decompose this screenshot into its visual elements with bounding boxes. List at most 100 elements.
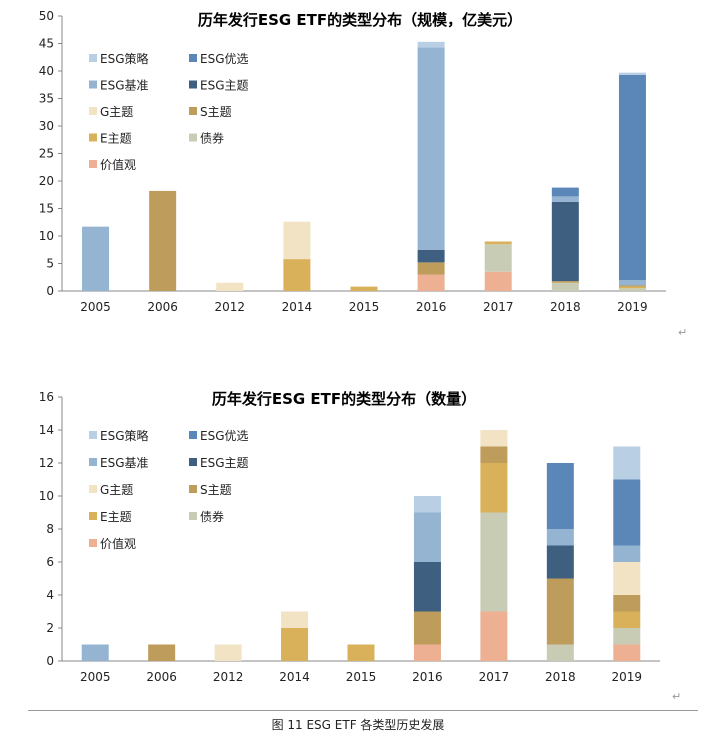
bar-segment <box>618 280 646 286</box>
legend-swatch <box>89 160 97 168</box>
count-chart: 历年发行ESG ETF的类型分布（数量） 0 2 4 6 8 10 12 14 16 2005 200… <box>39 390 660 684</box>
bar-segment <box>546 545 574 579</box>
x-tick-label: 2019 <box>617 300 648 314</box>
legend-label: ESG策略 <box>100 428 149 443</box>
bar-segment <box>283 259 311 291</box>
bar-segment <box>551 282 579 291</box>
bar-segment <box>484 241 512 245</box>
legend-swatch <box>189 485 197 493</box>
legend-swatch <box>189 54 197 62</box>
legend-label: ESG优选 <box>200 52 249 66</box>
y-tick-label: 20 <box>39 174 54 188</box>
x-tick-label: 2014 <box>279 670 310 684</box>
bar-segment <box>149 190 177 291</box>
legend-swatch <box>89 431 97 439</box>
legend-label: G主题 <box>100 483 133 497</box>
legend-swatch <box>89 107 97 115</box>
x-tick-label: 2006 <box>147 300 178 314</box>
legend-label: 债券 <box>200 509 224 524</box>
legend-label: 价值观 <box>100 157 136 172</box>
bar-segment <box>618 286 646 289</box>
bar-segment <box>81 644 109 661</box>
bar-segment <box>613 545 641 562</box>
y-tick-label: 50 <box>39 9 54 23</box>
bar-segment <box>350 286 378 291</box>
legend-label: G主题 <box>100 105 133 119</box>
x-tick-label: 2006 <box>146 670 177 684</box>
bar-segment <box>413 496 441 513</box>
figure-caption: 图 11 ESG ETF 各类型历史发展 <box>271 718 445 732</box>
legend-label: 债券 <box>200 131 224 146</box>
legend-label: ESG策略 <box>100 51 149 66</box>
legend-label: S主题 <box>200 483 232 497</box>
x-tick-label: 2016 <box>416 300 447 314</box>
bar-segment <box>546 529 574 546</box>
bar-segment <box>613 644 641 661</box>
x-tick-label: 2005 <box>80 670 111 684</box>
bar-segment <box>480 430 508 447</box>
legend-swatch <box>89 539 97 547</box>
y-tick-label: 45 <box>39 37 54 51</box>
bar-segment <box>546 644 574 661</box>
bar-segment <box>214 644 242 661</box>
legend-label: E主题 <box>100 510 132 524</box>
x-tick-label: 2018 <box>545 670 576 684</box>
y-tick-label: 30 <box>39 119 54 133</box>
bar-segment <box>618 74 646 280</box>
y-tick-label: 10 <box>39 229 54 243</box>
bar-segment <box>551 201 579 282</box>
bar-segment <box>417 274 445 291</box>
bar-segment <box>484 244 512 272</box>
bar-segment <box>613 446 641 480</box>
legend-label: ESG主题 <box>200 456 249 470</box>
legend-swatch <box>89 485 97 493</box>
bar-segment <box>480 463 508 513</box>
bar-segment <box>551 281 579 283</box>
x-tick-label: 2018 <box>550 300 581 314</box>
bar-segment <box>480 446 508 463</box>
legend-swatch <box>189 512 197 520</box>
bar-segment <box>546 578 574 645</box>
y-tick-label: 0 <box>46 654 54 668</box>
x-tick-label: 2012 <box>215 300 246 314</box>
legend-label: S主题 <box>200 105 232 119</box>
legend-swatch <box>189 431 197 439</box>
y-tick-label: 10 <box>39 489 54 503</box>
y-tick-label: 0 <box>46 284 54 298</box>
bar-segment <box>413 644 441 661</box>
y-tick-label: 25 <box>39 147 54 161</box>
bar-segment <box>417 249 445 263</box>
chart-title: 历年发行ESG ETF的类型分布（规模，亿美元） <box>198 11 522 29</box>
y-tick-label: 35 <box>39 92 54 106</box>
bar-segment <box>484 271 512 291</box>
bar-segment <box>618 288 646 291</box>
legend-swatch <box>89 133 97 142</box>
bar-segment <box>417 262 445 275</box>
bar-segment <box>618 285 646 287</box>
y-tick-label: 8 <box>46 522 54 536</box>
bar-segment <box>281 611 309 628</box>
scale-chart: 历年发行ESG ETF的类型分布（规模，亿美元） 0 5 10 15 20 25 30 35 40… <box>39 9 666 314</box>
y-tick-label: 40 <box>39 64 54 78</box>
legend-swatch <box>189 107 197 115</box>
caption-divider <box>28 710 698 711</box>
bar-segment <box>281 628 309 661</box>
paragraph-mark: ↵ <box>678 326 688 339</box>
bar-segment <box>283 221 311 260</box>
bar-segment <box>347 644 375 661</box>
legend-swatch <box>89 458 97 466</box>
x-tick-label: 2015 <box>349 300 380 314</box>
bar-segment <box>413 611 441 645</box>
bar-segment <box>417 41 445 48</box>
y-tick-label: 14 <box>39 423 54 437</box>
bar-segment <box>618 72 646 75</box>
legend-swatch <box>189 80 197 89</box>
y-tick-label: 5 <box>46 257 54 271</box>
y-tick-label: 4 <box>46 588 54 602</box>
y-tick-label: 2 <box>46 621 54 635</box>
legend-label: ESG基准 <box>100 79 149 93</box>
bar-segment <box>613 611 641 628</box>
legend-swatch <box>89 80 97 89</box>
x-tick-label: 2012 <box>213 670 244 684</box>
legend-swatch <box>89 54 97 62</box>
